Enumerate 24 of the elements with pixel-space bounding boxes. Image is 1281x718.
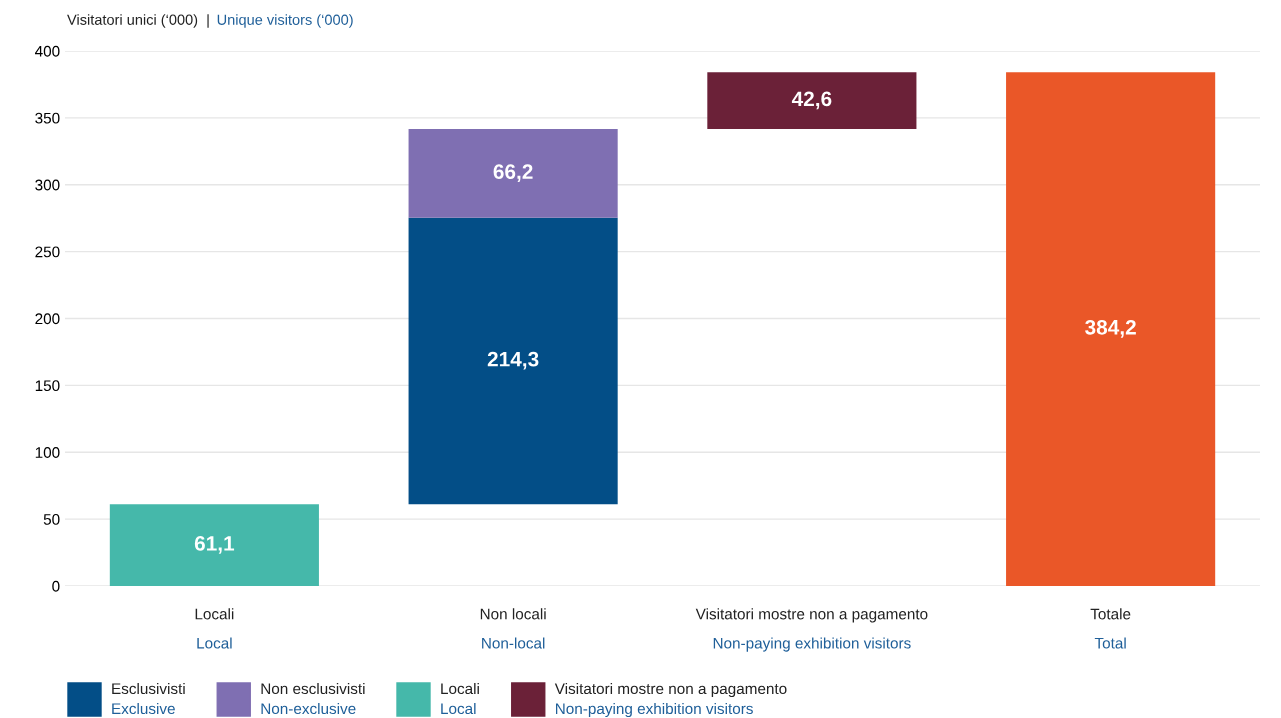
data-label: 214,3 xyxy=(487,351,539,370)
chart-title: Visitatori unici (‘000) | xyxy=(67,14,209,28)
y-tick-label: 100 xyxy=(35,447,60,458)
y-tick-label: 0 xyxy=(52,580,60,592)
data-label: 384,2 xyxy=(1085,319,1136,338)
y-tick-label: 150 xyxy=(35,380,60,392)
data-label: 42,6 xyxy=(791,91,832,110)
y-tick-label: 50 xyxy=(43,513,60,525)
data-label: 66,2 xyxy=(493,164,533,182)
x-tick-label: Visitatori mostre non a pagamento Non-paying exhibition visitors xyxy=(695,608,928,652)
legend-label: Locali Local xyxy=(441,682,479,715)
y-tick-label: 200 xyxy=(35,313,60,325)
x-tick-label: Locali Local xyxy=(195,608,234,649)
y-tick-label: 250 xyxy=(35,246,60,258)
legend-label: Visitatori mostre non a pagamento Non-paying exhibition visitors xyxy=(554,682,787,718)
x-tick-label: Totale Total xyxy=(1090,608,1131,649)
legend-label: Non esclusivisti Non-exclusive xyxy=(261,682,365,715)
y-tick-label: 300 xyxy=(35,179,60,191)
x-tick-label: Non locali Non-local xyxy=(480,608,546,649)
legend-label: Esclusivisti Exclusive xyxy=(112,682,185,715)
y-tick-label: 350 xyxy=(35,112,60,124)
data-label: 61,1 xyxy=(194,535,235,554)
chart-subtitle: Unique visitors (‘000) xyxy=(217,14,353,28)
y-tick-label: 400 xyxy=(35,45,60,57)
